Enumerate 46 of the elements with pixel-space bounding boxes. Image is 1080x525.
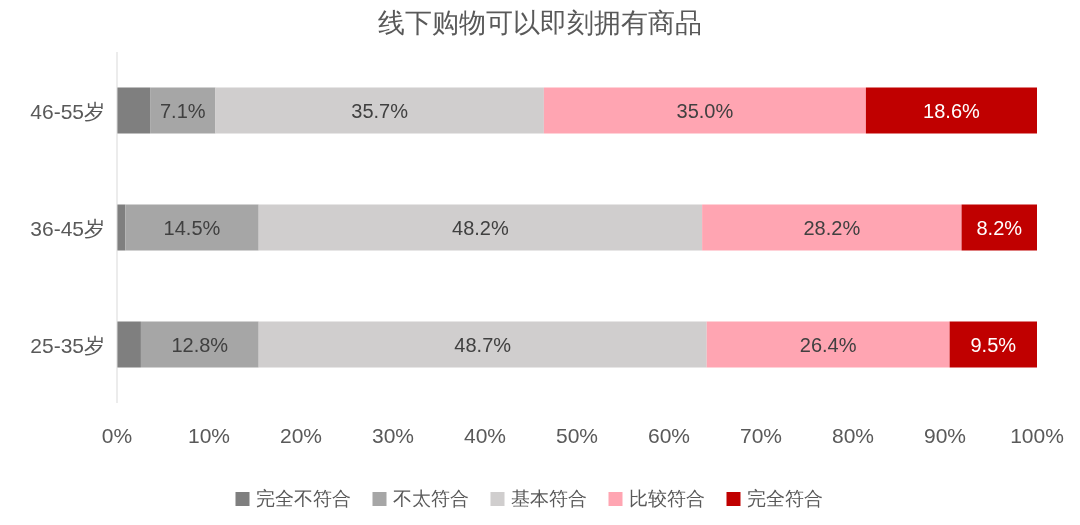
y-tick-label: 36-45岁 (30, 216, 105, 240)
legend-label: 不太符合 (392, 488, 469, 509)
bar (702, 204, 962, 251)
x-tick-label: 70% (739, 424, 783, 447)
data-label: 35.7% (351, 99, 409, 122)
bar (258, 321, 707, 368)
bar (543, 87, 866, 134)
data-label: 12.8% (171, 333, 229, 356)
x-tick-label: 10% (187, 424, 231, 447)
legend-label: 完全符合 (746, 488, 823, 509)
x-tick-label: 0% (101, 424, 133, 447)
x-tick-label: 30% (371, 424, 415, 447)
data-label: 14.5% (163, 216, 221, 239)
data-label: 7.1% (159, 99, 206, 122)
x-tick-label: 90% (923, 424, 967, 447)
bar (961, 204, 1037, 251)
bar (125, 204, 259, 251)
bar (865, 87, 1037, 134)
bar (117, 87, 151, 134)
x-tick-label: 20% (279, 424, 323, 447)
bar (140, 321, 259, 368)
bar (258, 204, 703, 251)
bar (150, 87, 216, 134)
legend-label: 完全不符合 (255, 488, 351, 509)
data-label: 28.2% (803, 216, 861, 239)
data-label: 48.2% (452, 216, 509, 239)
y-tick-label: 25-35岁 (30, 333, 105, 357)
legend-label: 比较符合 (628, 488, 705, 509)
x-tick-label: 60% (647, 424, 691, 447)
x-tick-label: 40% (463, 424, 507, 447)
x-tick-label: 100% (1010, 424, 1064, 447)
data-label: 48.7% (454, 333, 512, 356)
x-tick-label: 50% (555, 424, 599, 447)
bar (215, 87, 544, 134)
y-tick-label: 46-55岁 (30, 99, 105, 123)
data-label: 9.5% (970, 333, 1017, 356)
bar (706, 321, 950, 368)
chart-title: 线下购物可以即刻拥有商品 (378, 8, 702, 38)
x-tick-label: 80% (831, 424, 875, 447)
bar (117, 321, 141, 368)
data-label: 26.4% (799, 333, 857, 356)
data-label: 18.6% (923, 99, 981, 122)
data-label: 35.0% (676, 99, 734, 122)
bar (949, 321, 1037, 368)
legend-label: 基本符合 (510, 488, 587, 509)
data-label: 8.2% (976, 216, 1023, 239)
